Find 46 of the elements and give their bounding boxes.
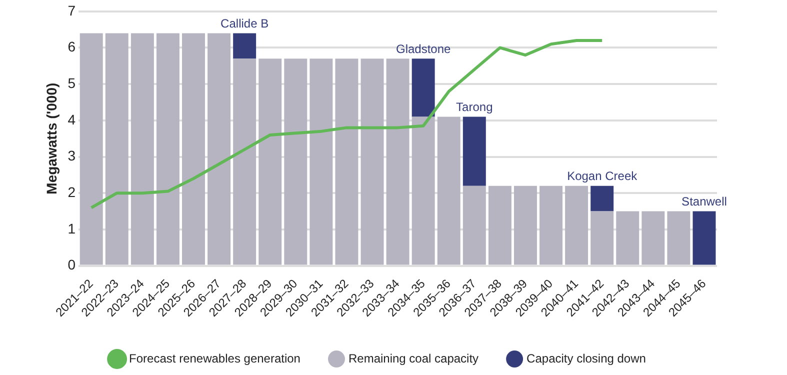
legend-label: Capacity closing down: [526, 351, 646, 366]
y-axis-title: Megawatts ('000): [43, 82, 60, 194]
bar: [488, 186, 512, 265]
bar: [130, 33, 154, 265]
annotation: Callide B: [220, 16, 269, 31]
bar: [310, 58, 333, 265]
bar: [412, 58, 435, 117]
bar: [258, 58, 282, 265]
bar: [565, 186, 588, 265]
bar: [667, 211, 690, 265]
bar: [642, 211, 665, 265]
bar: [335, 58, 358, 265]
bar: [182, 33, 205, 265]
annotation: Tarong: [456, 100, 493, 114]
bar: [233, 33, 256, 59]
annotation: Gladstone: [396, 42, 452, 56]
y-tick-label: 6: [68, 38, 76, 55]
legend-label: Remaining coal capacity: [348, 351, 479, 366]
y-tick-label: 1: [68, 220, 76, 236]
bar: [360, 58, 384, 265]
bar: [540, 186, 563, 265]
bar: [386, 58, 410, 265]
y-tick-label: 0: [68, 256, 76, 273]
bar: [156, 33, 180, 265]
bar: [105, 33, 128, 265]
y-tick-label: 2: [68, 184, 76, 200]
bar: [462, 186, 486, 265]
bar: [514, 186, 537, 265]
legend-label: Forecast renewables generation: [129, 351, 300, 366]
annotation: Kogan Creek: [567, 169, 638, 184]
bar: [616, 211, 640, 265]
bar: [412, 116, 435, 265]
bar: [590, 211, 614, 265]
bar: [284, 58, 308, 265]
bar: [80, 33, 103, 265]
y-tick-label: 3: [68, 148, 76, 164]
bar: [590, 186, 614, 212]
y-tick-label: 7: [68, 2, 76, 18]
bar: [462, 116, 486, 186]
bar: [233, 58, 256, 265]
y-tick-label: 5: [68, 74, 76, 91]
bar: [692, 211, 716, 265]
bar: [437, 116, 460, 265]
bar: [208, 33, 231, 265]
annotation: Stanwell: [682, 194, 727, 209]
y-tick-label: 4: [68, 111, 76, 128]
